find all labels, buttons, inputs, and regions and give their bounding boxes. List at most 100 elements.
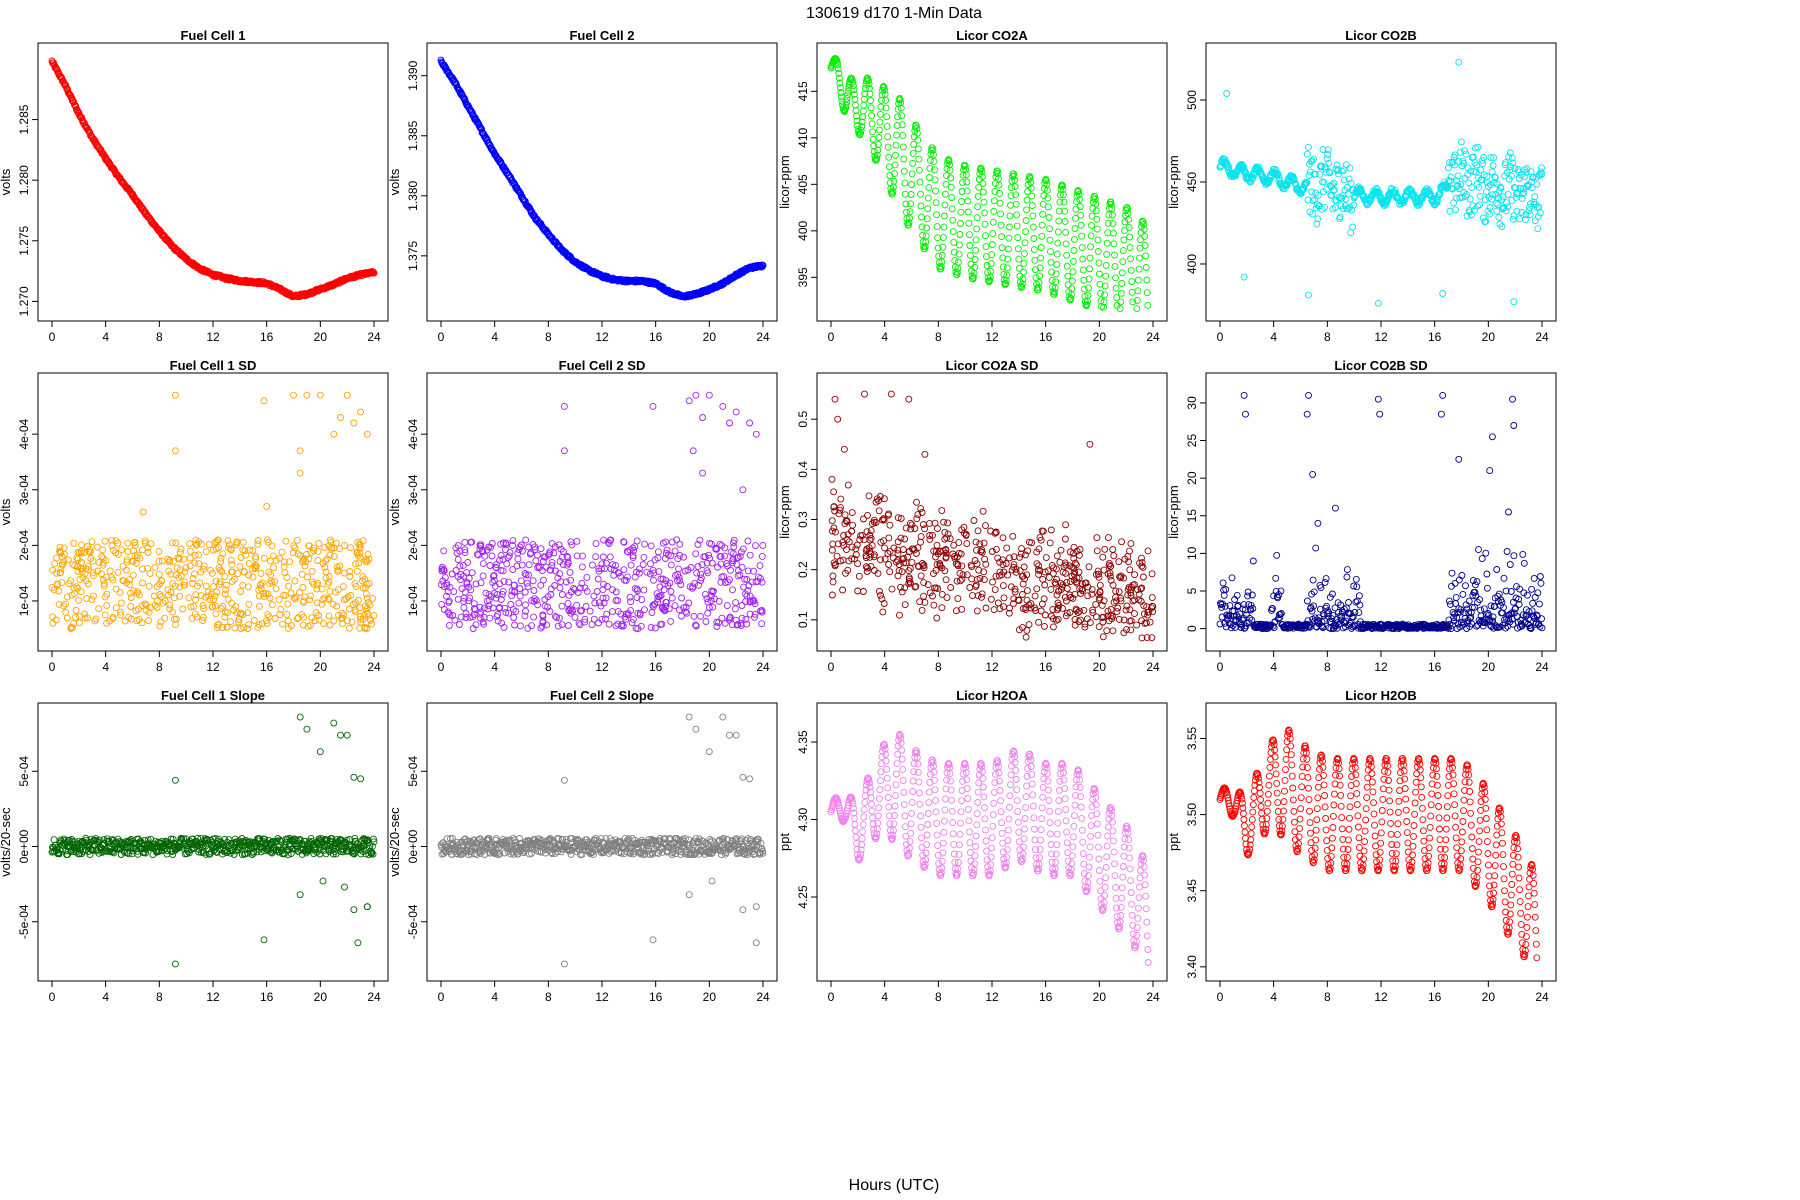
data-point	[962, 171, 970, 179]
data-point	[900, 167, 908, 175]
data-point	[333, 563, 341, 571]
x-tick-label: 12	[595, 660, 609, 674]
data-point	[881, 86, 889, 94]
data-point	[1057, 546, 1065, 554]
data-point	[938, 251, 946, 259]
data-point	[228, 560, 236, 568]
data-point	[68, 591, 76, 599]
data-point	[1340, 176, 1348, 184]
data-point	[308, 567, 316, 575]
data-point	[998, 233, 1006, 241]
data-point	[330, 544, 338, 552]
data-point	[1042, 554, 1050, 562]
x-tick-label: 4	[881, 660, 888, 674]
data-point	[362, 584, 369, 592]
x-tick-label: 8	[935, 660, 942, 674]
data-point	[1322, 168, 1330, 176]
data-point	[1139, 573, 1147, 581]
data-point	[103, 619, 111, 627]
data-point	[1324, 146, 1332, 154]
data-point	[861, 390, 868, 398]
data-point	[257, 581, 265, 589]
data-point	[130, 547, 137, 555]
data-point	[828, 546, 836, 554]
data-point	[1069, 257, 1077, 265]
data-point	[48, 584, 56, 592]
data-point	[873, 151, 881, 159]
data-point	[1308, 157, 1316, 165]
data-point	[592, 553, 600, 561]
data-point	[918, 213, 925, 221]
data-point	[595, 599, 603, 607]
data-point	[1038, 232, 1046, 240]
data-point	[854, 122, 861, 129]
data-point	[321, 594, 329, 602]
data-point	[522, 536, 530, 544]
data-point	[1477, 166, 1485, 174]
data-point	[1115, 558, 1123, 566]
data-point	[586, 607, 594, 615]
data-point	[78, 541, 86, 549]
data-point	[460, 604, 468, 612]
data-point	[110, 546, 117, 554]
data-point	[641, 606, 648, 614]
data-point	[266, 557, 274, 565]
data-point	[979, 188, 987, 196]
data-point	[942, 180, 950, 188]
data-point	[919, 231, 927, 239]
data-point	[627, 598, 635, 606]
y-tick-label: 400	[1185, 254, 1199, 274]
data-point	[164, 591, 172, 599]
data-point	[197, 568, 205, 576]
data-point	[667, 561, 675, 569]
data-point	[636, 609, 644, 617]
data-point	[287, 589, 295, 597]
data-point	[366, 268, 374, 276]
data-point	[1109, 627, 1117, 635]
data-point	[138, 619, 146, 627]
data-point	[966, 584, 974, 591]
y-tick-label: 10	[1185, 546, 1199, 560]
data-point	[171, 615, 178, 623]
data-point	[1033, 585, 1041, 593]
data-point	[448, 570, 456, 578]
data-point	[276, 554, 284, 562]
data-point	[101, 611, 109, 619]
data-point	[876, 118, 884, 126]
data-point	[1086, 254, 1094, 262]
data-point	[1031, 266, 1039, 274]
data-point	[186, 554, 194, 562]
data-point	[1303, 179, 1311, 186]
data-point	[321, 544, 329, 552]
data-point	[1017, 284, 1025, 291]
data-point	[55, 587, 63, 595]
data-point	[979, 180, 987, 187]
data-point	[743, 576, 751, 583]
data-point	[1007, 192, 1015, 200]
data-point	[108, 574, 116, 582]
data-point	[1290, 176, 1298, 184]
data-point	[537, 545, 545, 553]
x-tick-label: 4	[102, 660, 109, 674]
data-point	[1067, 295, 1075, 302]
data-point	[832, 55, 840, 63]
data-point	[612, 588, 620, 596]
data-point	[464, 558, 472, 566]
data-point	[50, 586, 58, 594]
data-point	[236, 610, 244, 617]
data-point	[980, 539, 988, 547]
data-point	[1097, 289, 1104, 297]
data-point	[1347, 179, 1355, 187]
data-point	[990, 207, 998, 215]
data-point	[1013, 222, 1021, 230]
data-point	[291, 595, 299, 603]
data-point	[919, 521, 927, 528]
data-point	[1455, 185, 1463, 193]
data-point	[592, 540, 600, 548]
data-point	[930, 157, 938, 165]
data-point	[894, 113, 902, 121]
data-point	[1488, 195, 1495, 203]
data-point	[925, 184, 933, 192]
x-tick-label: 16	[649, 660, 663, 674]
data-point	[715, 597, 723, 605]
